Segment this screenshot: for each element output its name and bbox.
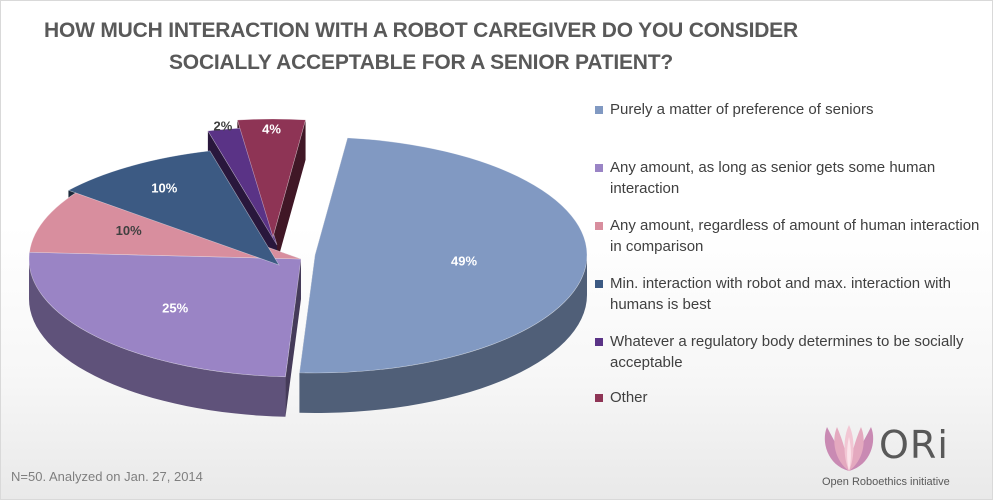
slice-value-label: 10% bbox=[116, 223, 142, 238]
legend-item: Min. interaction with robot and max. int… bbox=[595, 273, 985, 315]
logo-word: ORi bbox=[879, 423, 949, 467]
legend-item: Whatever a regulatory body determines to… bbox=[595, 331, 985, 373]
legend-item: Purely a matter of preference of seniors bbox=[595, 99, 985, 120]
legend-swatch bbox=[595, 280, 603, 288]
legend-label: Any amount, as long as senior gets some … bbox=[610, 159, 936, 197]
slice-value-label: 10% bbox=[151, 181, 177, 196]
ori-logo: ORi Open Roboethics initiative bbox=[819, 421, 979, 491]
pie-slice-4 bbox=[67, 150, 280, 266]
legend-label: Whatever a regulatory body determines to… bbox=[610, 333, 964, 371]
pie-slice-side bbox=[299, 255, 587, 413]
pie-slice-2 bbox=[28, 251, 302, 378]
legend-item: Any amount, as long as senior gets some … bbox=[595, 157, 985, 199]
slice-value-label: 25% bbox=[162, 301, 188, 316]
ori-lotus-icon bbox=[824, 425, 874, 471]
pie-slice-1 bbox=[299, 137, 588, 374]
legend-swatch bbox=[595, 394, 603, 402]
legend-swatch bbox=[595, 106, 603, 114]
legend-item: Other bbox=[595, 387, 985, 408]
legend-swatch bbox=[595, 338, 603, 346]
legend-item: Any amount, regardless of amount of huma… bbox=[595, 215, 985, 257]
chart-title: HOW MUCH INTERACTION WITH A ROBOT CAREGI… bbox=[44, 19, 798, 74]
legend-label: Min. interaction with robot and max. int… bbox=[610, 275, 951, 313]
footnote: N=50. Analyzed on Jan. 27, 2014 bbox=[11, 469, 203, 484]
slice-value-label: 4% bbox=[262, 121, 281, 136]
pie-slice-side bbox=[28, 259, 286, 417]
legend-label: Purely a matter of preference of seniors bbox=[610, 101, 874, 118]
legend-label: Any amount, regardless of amount of huma… bbox=[610, 217, 980, 255]
slice-value-label: 49% bbox=[451, 254, 477, 269]
pie-slice-6 bbox=[236, 118, 306, 239]
logo-subtitle: Open Roboethics initiative bbox=[822, 476, 950, 488]
legend-swatch bbox=[595, 164, 603, 172]
pie-slice-wall bbox=[285, 259, 301, 417]
pie-chart: 49% 25% 10% 10% 2% 4% bbox=[28, 118, 588, 417]
legend-label: Other bbox=[610, 389, 648, 406]
pie-slice-wall bbox=[273, 119, 306, 278]
slice-value-label: 2% bbox=[214, 119, 233, 134]
legend-swatch bbox=[595, 222, 603, 230]
